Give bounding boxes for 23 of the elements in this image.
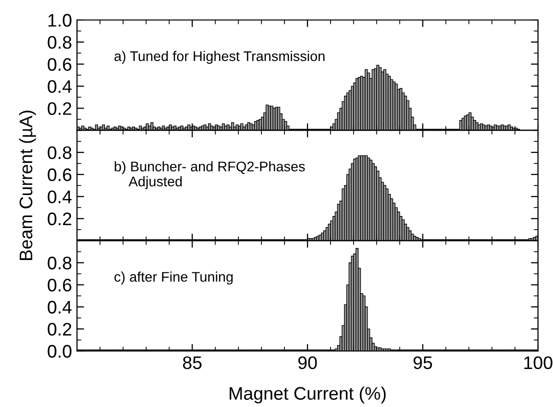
x-tick-label: 95	[414, 356, 432, 370]
annotation: b) Buncher- and RFQ2-Phases Adjusted	[114, 161, 305, 190]
x-axis-title: Magnet Current (%)	[230, 386, 386, 404]
y-tick-label: 0.6	[48, 168, 72, 182]
y-tick-label: 0.2	[48, 322, 72, 336]
y-tick-label: 0.6	[48, 58, 72, 71]
y-tick-label: 0.2	[48, 212, 72, 226]
y-tick-label: 0.8	[48, 256, 72, 270]
x-tick-label: 85	[182, 356, 202, 370]
x-tick-label: 100	[524, 356, 552, 370]
y-tick-label: 0.8	[48, 146, 72, 160]
x-tick-label: 90	[298, 356, 317, 370]
y-tick-label: 1.0	[48, 14, 72, 27]
annotation: c) after Fine Tuning	[114, 272, 233, 285]
y-tick-label: 0.6	[48, 278, 72, 292]
y-axis-title: Beam Current (µA)	[19, 110, 36, 260]
y-tick-label: 0.4	[48, 300, 72, 314]
y-tick-label: 0.0	[48, 344, 72, 358]
y-tick-label: 0.8	[48, 36, 72, 49]
y-tick-label: 0.4	[48, 190, 72, 204]
y-tick-label: 0.4	[48, 80, 72, 93]
y-tick-label: 0.2	[48, 102, 72, 115]
annotation: a) Tuned for Highest Transmission	[114, 50, 324, 64]
